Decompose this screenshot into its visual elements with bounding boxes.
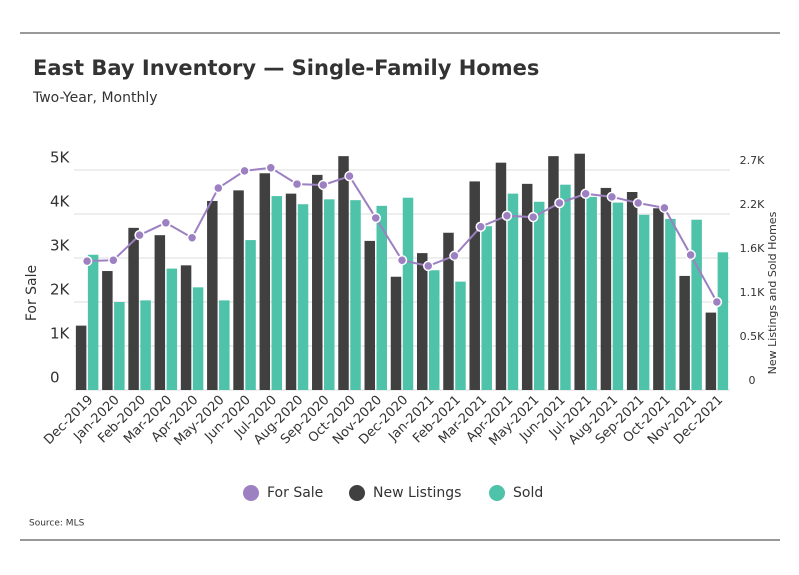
legend-marker [489,485,505,501]
bar [297,204,309,390]
bar [75,325,87,390]
y-tick-label: 0 [50,369,60,387]
point [108,254,119,266]
point [475,221,486,233]
legend-label: For Sale [267,485,323,501]
point [344,170,355,182]
bar [691,219,702,390]
bar [259,173,271,390]
bar [665,218,676,390]
chart-title: East Bay Inventory — Single-Family Homes [33,56,539,80]
bar [626,192,638,390]
bar [705,312,717,390]
bar [574,153,585,390]
bar [233,190,244,390]
bar [338,156,349,390]
y2-axis-title: New Listings and Sold Homes [766,211,779,374]
legend-marker [349,485,365,501]
y-tick-label: 2K [50,281,71,299]
point [659,202,670,214]
point [291,178,303,190]
bar [87,254,99,390]
bar [560,184,571,390]
bar [507,193,519,390]
point [501,210,513,222]
point [606,191,618,203]
bar [192,287,204,390]
point [711,296,723,308]
bar [586,196,597,390]
point [580,188,591,200]
y2-tick-label: 0.5K [740,330,765,343]
y-tick-label: 3K [50,237,71,255]
bar [428,270,440,390]
bar [271,196,283,390]
bar [600,187,612,390]
y-tick-label: 4K [50,193,71,211]
y2-tick-label: 1.6K [740,242,765,255]
bar [717,252,729,390]
bar [285,193,297,390]
bar [114,302,125,390]
bar [128,227,139,390]
point [449,250,460,262]
bar [443,232,454,390]
bar [219,300,230,390]
bar [140,300,151,390]
bar [612,202,624,390]
point [239,165,250,177]
point [134,229,145,241]
y2-tick-label: 1.1K [740,286,765,299]
point [318,179,329,191]
point [370,212,382,224]
bar [533,201,545,390]
bar [416,253,428,390]
y2-tick-label: 2.7K [740,154,765,167]
point [265,162,277,174]
bar [390,276,402,390]
point [527,211,539,223]
bar [102,271,113,390]
point [213,182,224,194]
bar [180,265,192,390]
bar [324,199,335,390]
bar [350,200,361,390]
bar [521,183,533,390]
bar [548,156,559,390]
bar [679,275,690,390]
legend-marker [243,485,259,501]
bar [245,240,256,390]
bar [154,235,166,390]
bar [364,240,376,390]
y2-tick-label: 2.2K [740,198,765,211]
bar [481,226,492,390]
legend-label: Sold [513,485,543,501]
point [422,260,434,272]
y2-tick-label: 0 [749,374,756,387]
bar [495,162,507,390]
point [554,197,565,209]
y-tick-label: 1K [50,325,71,343]
bar [469,181,480,390]
y-tick-label: 5K [50,149,71,167]
point [685,249,696,261]
point [81,255,93,267]
bar [653,208,664,390]
bar [638,214,650,390]
legend-label: New Listings [373,485,461,501]
source-note: Source: MLS [29,519,85,529]
chart-subtitle: Two-Year, Monthly [32,90,158,106]
y-axis-title: For Sale [24,265,40,321]
point [186,232,198,244]
bar [207,200,218,390]
bar [402,197,414,390]
bar [376,205,388,390]
bar [312,174,323,390]
point [396,254,408,266]
point [632,197,644,209]
bar [455,281,466,390]
point [160,217,172,229]
bar [166,268,178,390]
